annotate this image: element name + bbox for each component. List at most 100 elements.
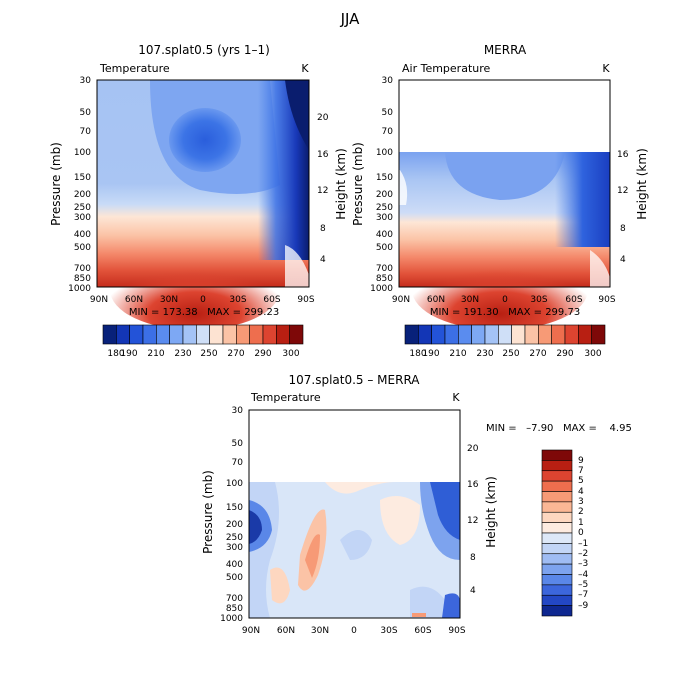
colorbar-cell [541, 563, 573, 575]
colorbar-label: 210 [449, 349, 466, 359]
colorbar-label: 2 [578, 507, 584, 517]
tick-label: 30S [380, 626, 397, 636]
tick-label: 90N [242, 626, 260, 636]
panel-model-ylabel: Pressure (mb) [49, 142, 63, 226]
colorbar-cell [541, 501, 573, 513]
panel-model-title: 107.splat0.5 (yrs 1–1) [138, 43, 270, 57]
panel-diff-colorbar: 9 7 5 4 3 2 1 0 –1 –2 –3 –4 –5 –7 –9 [541, 449, 589, 617]
colorbar-label: 300 [282, 349, 299, 359]
colorbar-label: 250 [502, 349, 519, 359]
panel-model-core [169, 108, 241, 172]
colorbar-cell [511, 324, 526, 345]
panel-merra-ylabel-right: Height (km) [635, 148, 649, 219]
colorbar-cell [541, 470, 573, 482]
panel-diff-ylabel-right: Height (km) [484, 476, 498, 547]
colorbar-cell [116, 324, 130, 345]
tick-label: 200 [226, 520, 243, 530]
colorbar-cell [541, 491, 573, 503]
colorbar-cell [129, 324, 144, 345]
tick-label: 20 [467, 444, 479, 454]
panel-merra-title: MERRA [484, 43, 527, 57]
colorbar-label: 7 [578, 466, 584, 476]
colorbar-cell [541, 460, 573, 472]
panel-model-hticks: 20 16 12 8 4 [317, 113, 329, 265]
tick-label: 90S [297, 295, 314, 305]
colorbar-label: 300 [584, 349, 601, 359]
panel-diff-plot [248, 409, 461, 619]
colorbar-label: 190 [120, 349, 137, 359]
colorbar-label: 180 [107, 349, 124, 359]
colorbar-cell [169, 324, 184, 345]
colorbar-label: –9 [578, 601, 589, 611]
tick-label: 90N [392, 295, 410, 305]
colorbar-label: 210 [147, 349, 164, 359]
panel-diff-units: K [452, 391, 460, 404]
colorbar-cell [142, 324, 157, 345]
panel-merra-plot [398, 79, 611, 330]
panel-merra-colorbar: 180 190 200 210 220 230 240 250 260 270 … [404, 324, 606, 359]
panel-merra-hticks: 16 12 8 4 [617, 150, 629, 265]
tick-label: 0 [502, 295, 508, 305]
tick-label: 300 [226, 543, 243, 553]
panel-model-units: K [301, 62, 309, 75]
tick-label: 250 [376, 203, 393, 213]
tick-label: 60S [414, 626, 431, 636]
colorbar-label: 250 [200, 349, 217, 359]
panel-merra-stats: MIN = 191.30 MAX = 299.73 [430, 307, 580, 318]
tick-label: 60S [263, 295, 280, 305]
colorbar-cell [541, 594, 573, 606]
colorbar-cell [591, 324, 606, 345]
colorbar-cell [551, 324, 566, 345]
tick-label: 30S [229, 295, 246, 305]
colorbar-label: 290 [556, 349, 573, 359]
panel-diff-title: 107.splat0.5 – MERRA [288, 373, 420, 387]
tick-label: 4 [620, 255, 626, 265]
tick-label: 100 [74, 148, 91, 158]
tick-label: 70 [80, 127, 92, 137]
colorbar-label: –4 [578, 570, 589, 580]
panel-diff-ylabel: Pressure (mb) [201, 470, 215, 554]
colorbar-label: –7 [578, 590, 588, 600]
tick-label: 500 [376, 243, 393, 253]
colorbar-cell [156, 324, 170, 345]
colorbar-label: 5 [578, 476, 584, 486]
panel-diff-stats: MIN = –7.90 MAX = 4.95 [486, 423, 632, 434]
colorbar-cell [444, 324, 459, 345]
tick-label: 30 [232, 406, 244, 416]
tick-label: 16 [617, 150, 629, 160]
colorbar-label: 3 [578, 497, 584, 507]
colorbar-cell [182, 324, 197, 345]
tick-label: 30N [311, 626, 329, 636]
tick-label: 50 [80, 108, 92, 118]
tick-label: 500 [74, 243, 91, 253]
colorbar-cell [541, 522, 573, 534]
tick-label: 150 [376, 173, 393, 183]
panel-model-plot [96, 79, 310, 330]
tick-label: 30N [461, 295, 479, 305]
tick-label: 1000 [68, 284, 91, 294]
panel-diff-xticks: 90N 60N 30N 0 30S 60S 90S [242, 626, 466, 636]
tick-label: 200 [376, 190, 393, 200]
colorbar-cell [541, 605, 573, 617]
tick-label: 50 [382, 108, 394, 118]
panel-model-colorbar: 180 190 200 210 220 230 240 250 260 270 … [102, 324, 304, 359]
tick-label: 100 [376, 148, 393, 158]
tick-label: 30 [382, 76, 394, 86]
tick-label: 90S [448, 626, 465, 636]
colorbar-cell [541, 511, 573, 523]
colorbar-label: 230 [476, 349, 493, 359]
colorbar-cell [471, 324, 486, 345]
tick-label: 400 [376, 230, 393, 240]
colorbar-label: –2 [578, 549, 588, 559]
colorbar-label: –3 [578, 559, 588, 569]
colorbar-label: 190 [422, 349, 439, 359]
tick-label: 70 [382, 127, 394, 137]
panel-diff: 107.splat0.5 – MERRA Temperature K 30 50 [201, 373, 632, 636]
colorbar-cell [541, 480, 573, 492]
colorbar-label: 9 [578, 456, 584, 466]
tick-label: 12 [617, 186, 628, 196]
tick-label: 30S [530, 295, 547, 305]
colorbar-cell [209, 324, 224, 345]
colorbar-cell [289, 324, 304, 345]
tick-label: 400 [226, 560, 243, 570]
